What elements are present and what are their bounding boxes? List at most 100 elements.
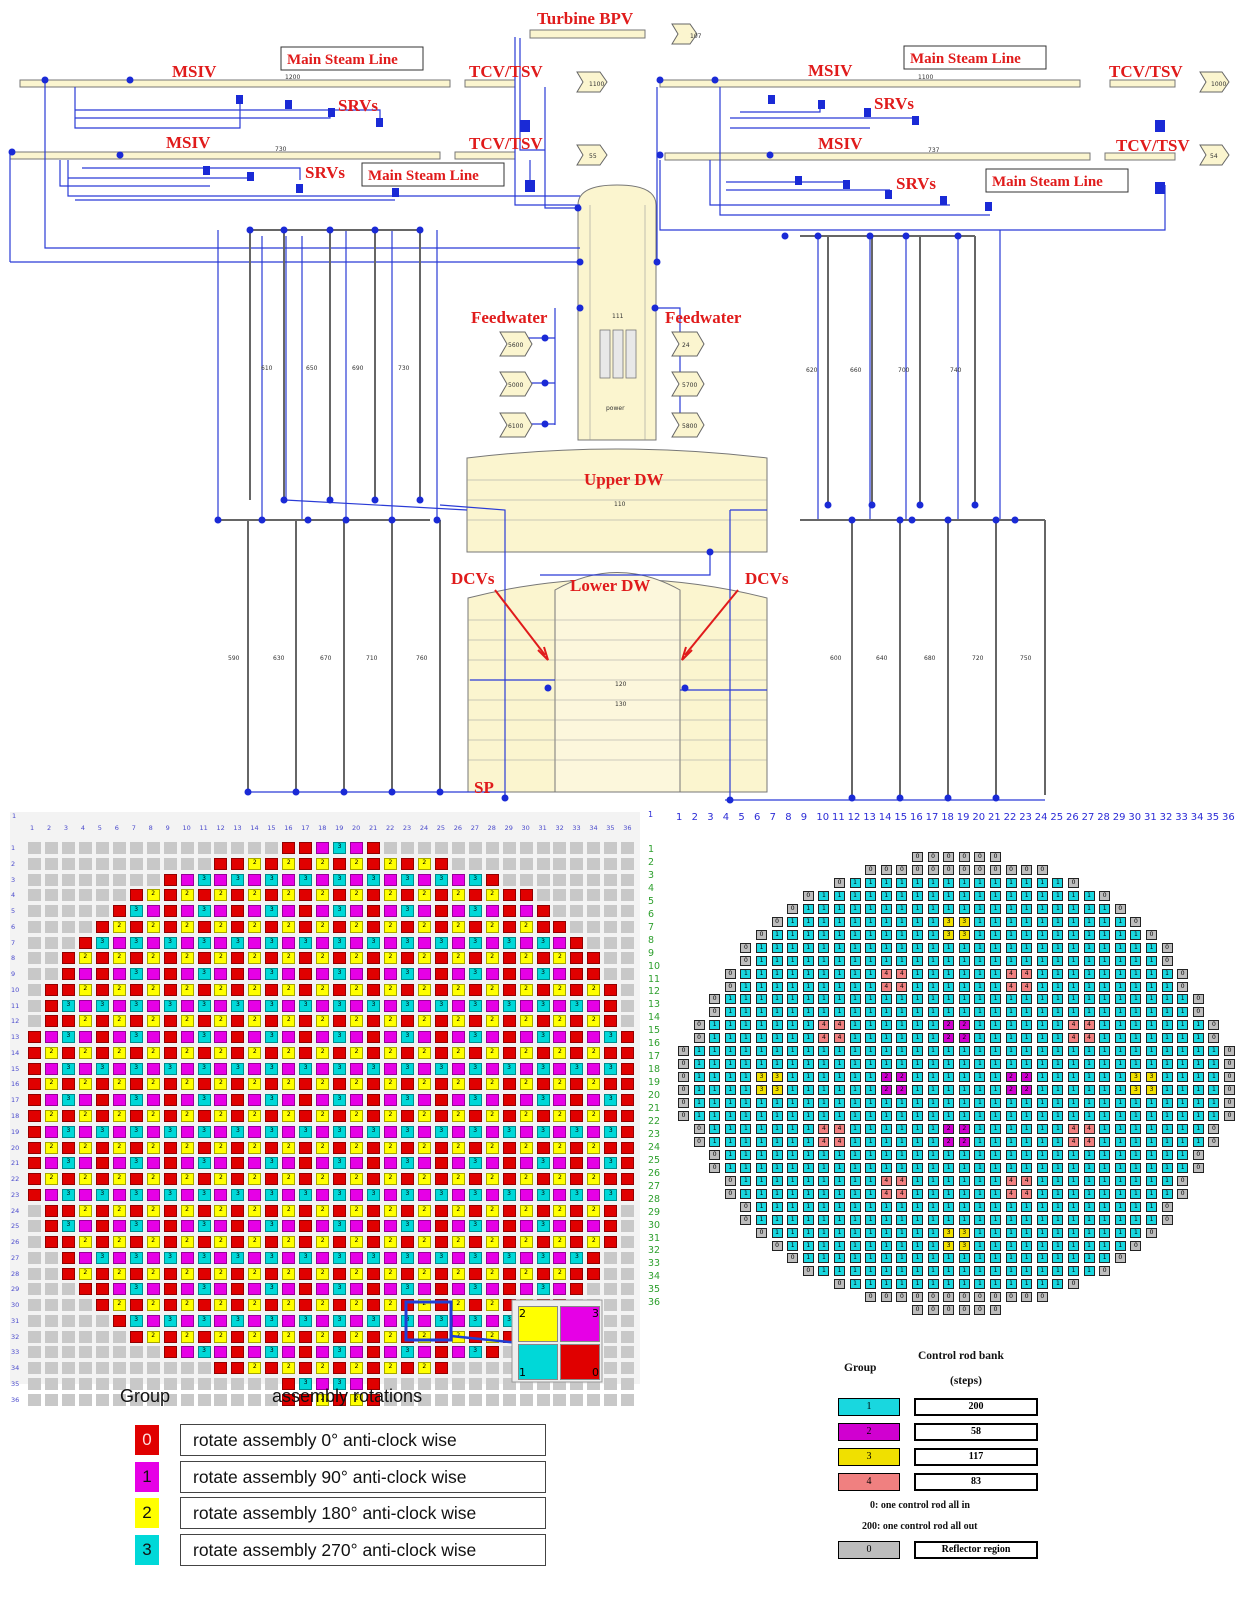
rod-bank-cell: 1	[990, 1007, 1001, 1018]
rotation-assembly-cell: 2	[282, 1362, 296, 1375]
rod-col-number: 9	[800, 812, 808, 823]
rod-bank-cell: 0	[709, 1162, 721, 1173]
rotation-assembly-cell	[231, 1377, 245, 1390]
rotation-assembly-cell	[282, 1220, 296, 1233]
rotation-assembly-cell: 3	[367, 999, 380, 1012]
rotation-assembly-cell	[282, 842, 296, 854]
rod-bank-cell: 1	[787, 1227, 799, 1238]
rotation-assembly-cell	[44, 936, 58, 949]
rotation-assembly-cell: 3	[265, 999, 279, 1012]
rotation-assembly-cell: 3	[367, 1125, 380, 1138]
rotation-assembly-cell	[434, 1094, 448, 1107]
rod-bank-cell: 1	[787, 1059, 799, 1070]
rod-bank-cell: 1	[802, 903, 814, 914]
rotation-assembly-cell: 2	[383, 1173, 397, 1186]
rod-bank-cell: 1	[1068, 1046, 1079, 1057]
rod-bank-cell: 1	[958, 968, 970, 979]
rod-bank-cell: 1	[1161, 1123, 1173, 1134]
rotation-assembly-cell: 2	[383, 952, 397, 965]
rotation-col-number: 25	[436, 824, 446, 832]
rod-bank-cell: 1	[1130, 942, 1142, 953]
rod-bank-cell: 0	[1224, 1072, 1235, 1083]
rotation-assembly-cell: 2	[485, 1046, 499, 1059]
rod-bank-cell: 1	[802, 1046, 814, 1057]
rotation-assembly-cell	[299, 1346, 313, 1359]
rotation-assembly-cell: 2	[587, 983, 601, 996]
rotation-assembly-cell: 3	[129, 1283, 143, 1296]
rod-bank-cell: 1	[818, 1266, 830, 1277]
rod-bank-cell: 1	[1114, 1085, 1126, 1096]
rod-bank-cell: 1	[865, 942, 877, 953]
rod-bank-cell: 1	[1130, 1020, 1142, 1031]
rotation-assembly-cell	[95, 1078, 109, 1091]
rotation-assembly-cell	[570, 842, 584, 854]
rod-bank-cell: 1	[912, 942, 923, 953]
rotation-assembly-cell	[163, 1046, 177, 1059]
rod-bank-cell: 1	[927, 968, 939, 979]
rod-bank-cell: 1	[740, 1085, 752, 1096]
rotation-assembly-cell	[231, 1220, 245, 1233]
rod-bank-cell: 1	[1130, 1136, 1142, 1147]
rotation-assembly-cell: 3	[231, 1251, 245, 1264]
rod-bank-cell: 1	[1005, 1201, 1017, 1212]
rotation-assembly-cell	[350, 1346, 364, 1359]
rotation-assembly-cell: 3	[129, 1125, 143, 1138]
rod-bank-cell: 1	[958, 1007, 970, 1018]
rod-bank-cell: 1	[880, 1059, 892, 1070]
rotation-assembly-cell	[417, 1314, 431, 1327]
rod-bank-cell: 1	[865, 1266, 877, 1277]
rotation-assembly-cell	[44, 1362, 58, 1375]
rod-bank-cell: 1	[1036, 1240, 1048, 1251]
rotation-assembly-cell	[299, 889, 313, 902]
rod-bank-cell: 1	[724, 1007, 736, 1018]
rod-bank-cell: 1	[990, 994, 1001, 1005]
rod-bank-cell: 1	[943, 1149, 955, 1160]
rod-bank-cell: 1	[1192, 1033, 1204, 1044]
rod-bank-cell: 1	[1161, 1072, 1173, 1083]
rod-bank-cell: 1	[1068, 968, 1079, 979]
rod-bank-cell: 1	[1130, 981, 1142, 992]
rod-bank-cell: 1	[802, 1072, 814, 1083]
rod-bank-cell: 1	[709, 1136, 721, 1147]
rotation-assembly-cell	[502, 1393, 516, 1406]
rotation-assembly-cell	[28, 983, 41, 996]
rod-bank-cell: 1	[880, 877, 892, 888]
rotation-assembly-cell	[553, 1188, 567, 1201]
rod-bank-cell: 1	[865, 1111, 877, 1121]
rotation-assembly-cell	[536, 1267, 550, 1280]
feedwater-left-number: 5600	[508, 342, 523, 349]
rotation-assembly-cell	[417, 1377, 431, 1390]
rod-bank-cell: 0	[740, 955, 752, 966]
rotation-assembly-cell	[95, 1283, 109, 1296]
bpv-pipe	[529, 29, 646, 39]
rotation-assembly-cell	[604, 1283, 618, 1296]
rotation-assembly-cell	[282, 1188, 296, 1201]
rotation-assembly-cell: 3	[468, 905, 482, 918]
rod-bank-cell: 0	[724, 968, 736, 979]
rotation-assembly-cell	[502, 1346, 516, 1359]
rod-bank-cell: 1	[1052, 981, 1064, 992]
rotation-assembly-cell	[502, 983, 516, 996]
rod-bank-cell: 1	[787, 1149, 799, 1160]
rotation-assembly-cell	[61, 1283, 75, 1296]
rotation-assembly-cell	[265, 889, 279, 902]
rotation-assembly-cell	[163, 1220, 177, 1233]
rotation-assembly-cell: 3	[400, 968, 414, 981]
rotation-assembly-cell	[95, 1362, 109, 1375]
rotation-col-number: 7	[131, 824, 136, 832]
rod-bank-cell: 4	[1068, 1136, 1079, 1147]
rotation-assembly-cell	[299, 1267, 313, 1280]
rotation-assembly-cell	[28, 1157, 41, 1170]
rod-bank-cell: 1	[990, 1072, 1001, 1083]
rotation-assembly-cell: 3	[197, 905, 211, 918]
rotation-assembly-cell	[485, 857, 499, 870]
rotation-assembly-cell	[78, 920, 92, 933]
rod-legend-swatch-2: 2	[838, 1423, 900, 1441]
rod-bank-cell: 1	[943, 1085, 955, 1096]
rod-bank-cell: 1	[1036, 1214, 1048, 1225]
rod-bank-cell: 1	[849, 1266, 861, 1277]
rotation-assembly-cell	[78, 1299, 92, 1312]
rod-bank-cell: 1	[912, 1149, 923, 1160]
rod-bank-cell: 4	[880, 1188, 892, 1199]
rod-bank-cell: 1	[927, 916, 939, 927]
